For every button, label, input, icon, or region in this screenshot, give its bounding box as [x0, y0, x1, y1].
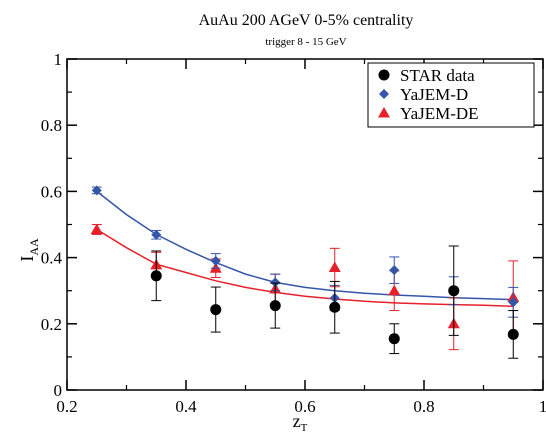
y-axis-label: IAA	[17, 238, 41, 262]
data-point	[507, 328, 519, 340]
x-tick-label: 0.2	[56, 397, 77, 416]
data-point	[328, 261, 341, 273]
data-point	[388, 284, 401, 296]
x-tick-label: 0.6	[294, 397, 315, 416]
y-tick-label: 0.6	[41, 182, 62, 201]
legend-label: YaJEM-D	[400, 85, 468, 104]
data-point	[90, 223, 103, 234]
data-point	[508, 297, 519, 308]
y-axis-label-main: I	[17, 256, 37, 262]
x-axis-label: zT	[293, 411, 308, 432]
data-point	[329, 301, 341, 313]
y-tick-label: 1	[54, 50, 63, 69]
chart-subtitle: trigger 8 - 15 GeV	[265, 36, 346, 48]
x-axis-label-main: z	[293, 411, 301, 431]
theory-curve	[96, 228, 514, 308]
legend-marker	[378, 69, 390, 81]
legend-marker	[379, 89, 389, 99]
data-point	[151, 229, 162, 240]
data-point	[150, 270, 162, 282]
legend-label: STAR data	[400, 66, 475, 85]
y-axis-label-sub: AA	[27, 238, 41, 256]
chart-title: AuAu 200 AGeV 0-5% centrality	[199, 12, 414, 29]
data-point	[389, 265, 400, 276]
y-tick-label: 0.4	[41, 249, 63, 268]
theory-curve	[96, 190, 514, 301]
data-point	[269, 300, 281, 312]
y-tick-label: 0	[54, 381, 63, 400]
data-point	[210, 304, 222, 316]
data-point	[388, 333, 400, 345]
y-tick-label: 0.8	[41, 116, 62, 135]
x-tick-label: 0.4	[175, 397, 197, 416]
x-tick-label: 1	[539, 397, 546, 416]
legend-box	[367, 62, 535, 128]
legend-label: YaJEM-DE	[400, 104, 479, 123]
legend-marker	[378, 107, 390, 118]
data-point	[448, 285, 460, 297]
y-tick-label: 0.2	[41, 315, 62, 334]
x-tick-label: 0.8	[413, 397, 434, 416]
x-axis-label-sub: T	[301, 422, 308, 432]
data-point	[270, 277, 281, 288]
data-point	[91, 185, 102, 196]
data-point	[210, 255, 221, 266]
